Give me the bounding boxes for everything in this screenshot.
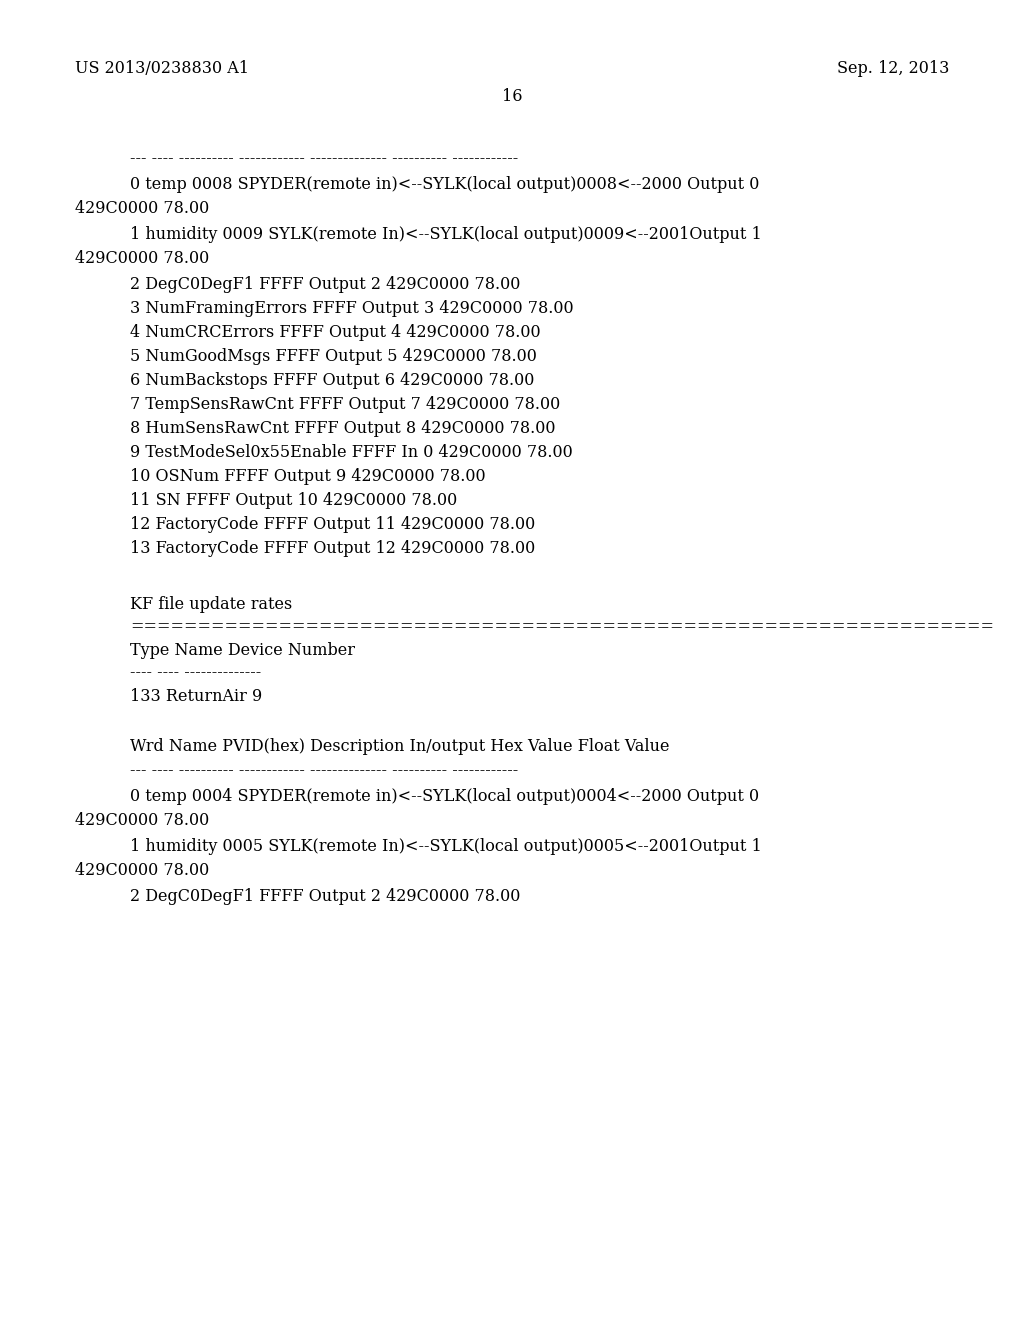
Text: ---- ---- --------------: ---- ---- -------------- (130, 664, 261, 681)
Text: 1 humidity 0009 SYLK(remote In)<--SYLK(local output)0009<--2001Output 1: 1 humidity 0009 SYLK(remote In)<--SYLK(l… (130, 226, 762, 243)
Text: --- ---- ---------- ------------ -------------- ---------- ------------: --- ---- ---------- ------------ -------… (130, 150, 518, 168)
Text: Type Name Device Number: Type Name Device Number (130, 642, 355, 659)
Text: 429C0000 78.00: 429C0000 78.00 (75, 862, 209, 879)
Text: 12 FactoryCode FFFF Output 11 429C0000 78.00: 12 FactoryCode FFFF Output 11 429C0000 7… (130, 516, 536, 533)
Text: 0 temp 0008 SPYDER(remote in)<--SYLK(local output)0008<--2000 Output 0: 0 temp 0008 SPYDER(remote in)<--SYLK(loc… (130, 176, 760, 193)
Text: 7 TempSensRawCnt FFFF Output 7 429C0000 78.00: 7 TempSensRawCnt FFFF Output 7 429C0000 … (130, 396, 560, 413)
Text: 16: 16 (502, 88, 522, 106)
Text: 429C0000 78.00: 429C0000 78.00 (75, 201, 209, 216)
Text: 13 FactoryCode FFFF Output 12 429C0000 78.00: 13 FactoryCode FFFF Output 12 429C0000 7… (130, 540, 536, 557)
Text: 1 humidity 0005 SYLK(remote In)<--SYLK(local output)0005<--2001Output 1: 1 humidity 0005 SYLK(remote In)<--SYLK(l… (130, 838, 762, 855)
Text: 0 temp 0004 SPYDER(remote in)<--SYLK(local output)0004<--2000 Output 0: 0 temp 0004 SPYDER(remote in)<--SYLK(loc… (130, 788, 759, 805)
Text: 133 ReturnAir 9: 133 ReturnAir 9 (130, 688, 262, 705)
Text: 2 DegC0DegF1 FFFF Output 2 429C0000 78.00: 2 DegC0DegF1 FFFF Output 2 429C0000 78.0… (130, 888, 520, 906)
Text: 11 SN FFFF Output 10 429C0000 78.00: 11 SN FFFF Output 10 429C0000 78.00 (130, 492, 458, 510)
Text: 6 NumBackstops FFFF Output 6 429C0000 78.00: 6 NumBackstops FFFF Output 6 429C0000 78… (130, 372, 535, 389)
Text: KF file update rates: KF file update rates (130, 597, 292, 612)
Text: 9 TestModeSel0x55Enable FFFF In 0 429C0000 78.00: 9 TestModeSel0x55Enable FFFF In 0 429C00… (130, 444, 572, 461)
Text: 5 NumGoodMsgs FFFF Output 5 429C0000 78.00: 5 NumGoodMsgs FFFF Output 5 429C0000 78.… (130, 348, 537, 366)
Text: Wrd Name PVID(hex) Description In/output Hex Value Float Value: Wrd Name PVID(hex) Description In/output… (130, 738, 670, 755)
Text: --- ---- ---------- ------------ -------------- ---------- ------------: --- ---- ---------- ------------ -------… (130, 762, 518, 779)
Text: ================================================================: ========================================… (130, 618, 994, 635)
Text: US 2013/0238830 A1: US 2013/0238830 A1 (75, 59, 249, 77)
Text: 8 HumSensRawCnt FFFF Output 8 429C0000 78.00: 8 HumSensRawCnt FFFF Output 8 429C0000 7… (130, 420, 555, 437)
Text: 3 NumFramingErrors FFFF Output 3 429C0000 78.00: 3 NumFramingErrors FFFF Output 3 429C000… (130, 300, 573, 317)
Text: 4 NumCRCErrors FFFF Output 4 429C0000 78.00: 4 NumCRCErrors FFFF Output 4 429C0000 78… (130, 323, 541, 341)
Text: 429C0000 78.00: 429C0000 78.00 (75, 812, 209, 829)
Text: Sep. 12, 2013: Sep. 12, 2013 (837, 59, 949, 77)
Text: 10 OSNum FFFF Output 9 429C0000 78.00: 10 OSNum FFFF Output 9 429C0000 78.00 (130, 469, 485, 484)
Text: 429C0000 78.00: 429C0000 78.00 (75, 249, 209, 267)
Text: 2 DegC0DegF1 FFFF Output 2 429C0000 78.00: 2 DegC0DegF1 FFFF Output 2 429C0000 78.0… (130, 276, 520, 293)
